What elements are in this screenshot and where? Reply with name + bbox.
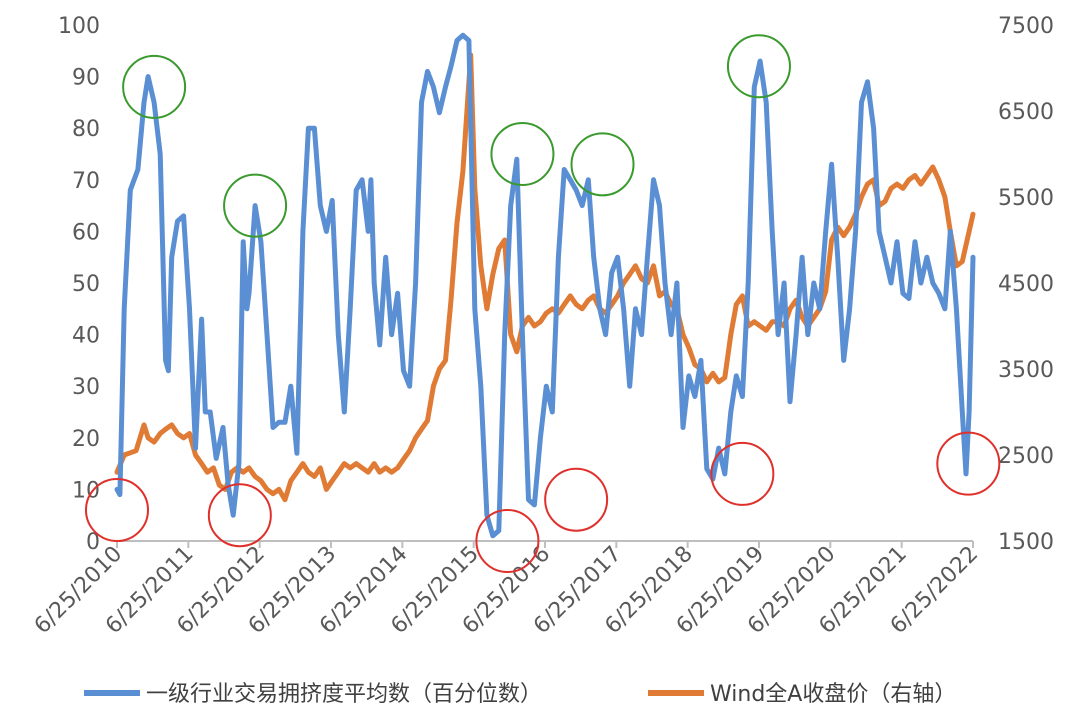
left-tick-label: 30 bbox=[72, 375, 100, 400]
left-axis-ticks: 0 10 20 30 40 50 60 70 80 90 100 bbox=[58, 14, 100, 555]
red-annotation-circle bbox=[85, 478, 149, 543]
legend: 一级行业交易拥挤度平均数（百分位数） Wind全A收盘价（右轴） bbox=[84, 682, 956, 707]
left-tick-label: 0 bbox=[86, 530, 100, 555]
left-tick-label: 40 bbox=[72, 324, 100, 349]
legend-label-crowding: 一级行业交易拥挤度平均数（百分位数） bbox=[146, 682, 542, 707]
right-axis-ticks: 1500 2500 3500 4500 5500 6500 7500 bbox=[998, 14, 1054, 555]
red-annotation-circle bbox=[710, 441, 775, 506]
x-axis-ticks: 6/25/20106/25/20116/25/20126/25/20136/25… bbox=[30, 541, 983, 639]
right-tick-label: 3500 bbox=[998, 358, 1054, 383]
legend-label-wind-a: Wind全A收盘价（右轴） bbox=[710, 682, 956, 707]
right-tick-label: 2500 bbox=[998, 444, 1054, 469]
left-tick-label: 100 bbox=[58, 14, 100, 39]
right-tick-label: 7500 bbox=[998, 14, 1054, 39]
annotation-circles bbox=[85, 34, 1001, 573]
left-tick-label: 70 bbox=[72, 169, 100, 194]
red-annotation-circle bbox=[544, 467, 609, 532]
wind-a-series-line bbox=[114, 52, 976, 503]
left-tick-label: 90 bbox=[72, 66, 100, 91]
left-tick-label: 20 bbox=[72, 427, 100, 452]
crowding-series-line bbox=[114, 32, 976, 539]
red-annotation-circle bbox=[475, 509, 540, 573]
series-group bbox=[114, 32, 976, 539]
right-tick-label: 6500 bbox=[998, 100, 1054, 125]
green-annotation-circle bbox=[223, 173, 288, 238]
red-annotation-circle bbox=[936, 431, 1001, 496]
green-annotation-circle bbox=[122, 54, 187, 119]
right-tick-label: 1500 bbox=[998, 530, 1054, 555]
red-annotation-circle bbox=[207, 483, 272, 548]
green-annotation-circle bbox=[490, 122, 555, 186]
right-tick-label: 5500 bbox=[998, 186, 1054, 211]
left-tick-label: 60 bbox=[72, 220, 100, 245]
left-tick-label: 50 bbox=[72, 272, 100, 297]
right-tick-label: 4500 bbox=[998, 272, 1054, 297]
green-annotation-circle bbox=[726, 34, 791, 99]
green-annotation-circle bbox=[570, 132, 635, 197]
left-tick-label: 10 bbox=[72, 478, 100, 503]
left-tick-label: 80 bbox=[72, 117, 100, 142]
